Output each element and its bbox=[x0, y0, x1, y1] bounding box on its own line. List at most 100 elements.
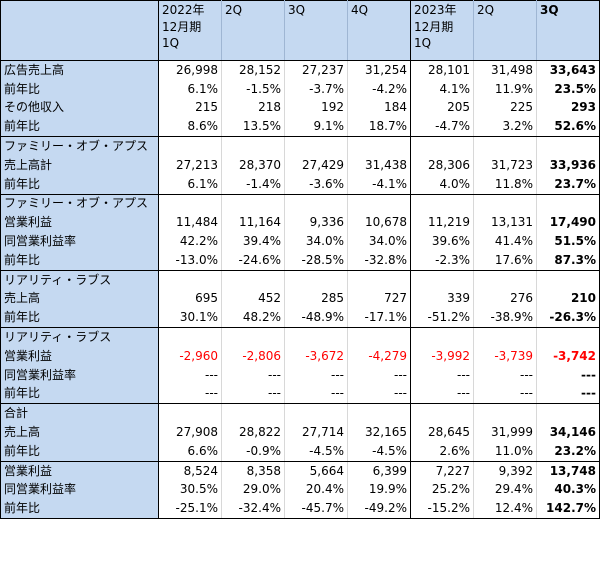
row-label: 同営業利益率 bbox=[0, 365, 159, 385]
table-row: 売上高 27,908 28,822 27,714 32,165 28,645 31,999 3… bbox=[0, 423, 600, 442]
table-row: その他収入 215 218 192 184 205 225 293 bbox=[0, 98, 600, 118]
row-label: 営業利益 bbox=[0, 460, 159, 481]
value-cell: 210 bbox=[536, 289, 600, 309]
table-row: 前年比 --- --- --- --- --- --- --- bbox=[0, 384, 600, 405]
column-header-line: 12月期 bbox=[162, 19, 202, 34]
value-cell: -51.2% bbox=[410, 308, 474, 329]
value-cell: --- bbox=[158, 384, 222, 405]
value-cell: -4.2% bbox=[347, 79, 411, 99]
column-header-line: 1Q bbox=[414, 36, 432, 50]
table-row: リアリティ・ラブス bbox=[0, 327, 600, 347]
value-cell: -3.6% bbox=[284, 174, 348, 195]
value-cell bbox=[284, 136, 348, 156]
value-cell bbox=[284, 403, 348, 424]
value-cell bbox=[284, 327, 348, 347]
value-cell: 13.5% bbox=[221, 117, 285, 138]
value-cell: 4.0% bbox=[410, 174, 474, 195]
column-header-line: 12月期 bbox=[414, 19, 454, 34]
value-cell: 27,908 bbox=[158, 423, 222, 442]
row-label: 合計 bbox=[0, 403, 159, 424]
value-cell bbox=[284, 269, 348, 290]
value-cell: 142.7% bbox=[536, 499, 600, 520]
value-cell bbox=[221, 403, 285, 424]
value-cell: 293 bbox=[536, 98, 600, 118]
value-cell: 8,358 bbox=[221, 460, 285, 481]
value-cell bbox=[158, 327, 222, 347]
value-cell: -4,279 bbox=[347, 346, 411, 366]
financial-table: 2022年 12月期 1Q 2Q 3Q 4Q 2023年 12月期 1Q 2Q 3Q 広告売上高 26… bbox=[0, 0, 600, 520]
value-cell: 39.6% bbox=[410, 232, 474, 251]
value-cell: -4.5% bbox=[347, 441, 411, 462]
column-header: 2Q bbox=[473, 0, 537, 61]
value-cell: 6,399 bbox=[347, 460, 411, 481]
value-cell: 12.4% bbox=[473, 499, 537, 520]
value-cell: 87.3% bbox=[536, 250, 600, 271]
row-label: 前年比 bbox=[0, 499, 159, 520]
row-label: 広告売上高 bbox=[0, 59, 159, 80]
value-cell: --- bbox=[473, 384, 537, 405]
row-label: 同営業利益率 bbox=[0, 480, 159, 500]
value-cell: -3,992 bbox=[410, 346, 474, 366]
value-cell: 215 bbox=[158, 98, 222, 118]
value-cell: 218 bbox=[221, 98, 285, 118]
value-cell: -0.9% bbox=[221, 441, 285, 462]
value-cell bbox=[410, 269, 474, 290]
value-cell: 192 bbox=[284, 98, 348, 118]
table-row: 同営業利益率 30.5% 29.0% 20.4% 19.9% 25.2% 29.4% 40.3… bbox=[0, 480, 600, 500]
value-cell bbox=[410, 403, 474, 424]
value-cell: -1.4% bbox=[221, 174, 285, 195]
value-cell bbox=[158, 193, 222, 214]
table-row: 営業利益 -2,960 -2,806 -3,672 -4,279 -3,992 -3,739… bbox=[0, 346, 600, 366]
value-cell: 28,645 bbox=[410, 423, 474, 442]
value-cell bbox=[536, 403, 600, 424]
value-cell: --- bbox=[410, 365, 474, 385]
value-cell: -4.7% bbox=[410, 117, 474, 138]
value-cell: 27,237 bbox=[284, 59, 348, 80]
value-cell bbox=[473, 403, 537, 424]
value-cell: 11.9% bbox=[473, 79, 537, 99]
value-cell: 25.2% bbox=[410, 480, 474, 500]
value-cell bbox=[158, 269, 222, 290]
value-cell: --- bbox=[347, 384, 411, 405]
value-cell bbox=[347, 403, 411, 424]
value-cell: 23.5% bbox=[536, 79, 600, 99]
value-cell: -49.2% bbox=[347, 499, 411, 520]
value-cell: 31,498 bbox=[473, 59, 537, 80]
column-header-line: 2Q bbox=[477, 3, 495, 17]
value-cell: --- bbox=[536, 384, 600, 405]
value-cell: -26.3% bbox=[536, 308, 600, 329]
table-body: 2022年 12月期 1Q 2Q 3Q 4Q 2023年 12月期 1Q 2Q 3Q 広告売上高 26… bbox=[0, 0, 600, 520]
value-cell: 6.6% bbox=[158, 441, 222, 462]
value-cell: 29.4% bbox=[473, 480, 537, 500]
value-cell: 9,392 bbox=[473, 460, 537, 481]
table-row: 合計 bbox=[0, 403, 600, 424]
row-label: 同営業利益率 bbox=[0, 232, 159, 251]
value-cell bbox=[284, 193, 348, 214]
table-row: ファミリー・オブ・アプス bbox=[0, 193, 600, 214]
row-label: 前年比 bbox=[0, 79, 159, 99]
value-cell: -15.2% bbox=[410, 499, 474, 520]
value-cell bbox=[536, 269, 600, 290]
column-header: 2023年 12月期 1Q bbox=[410, 0, 474, 61]
table-row: 営業利益 8,524 8,358 5,664 6,399 7,227 9,392 13,748 bbox=[0, 460, 600, 481]
value-cell: 34.0% bbox=[347, 232, 411, 251]
row-label: 前年比 bbox=[0, 384, 159, 405]
value-cell bbox=[410, 327, 474, 347]
row-label: 前年比 bbox=[0, 250, 159, 271]
column-header: 3Q bbox=[284, 0, 348, 61]
column-header-line: 4Q bbox=[351, 3, 369, 17]
value-cell: 32,165 bbox=[347, 423, 411, 442]
column-header-line: 1Q bbox=[162, 36, 180, 50]
value-cell: 27,213 bbox=[158, 155, 222, 175]
value-cell: -45.7% bbox=[284, 499, 348, 520]
value-cell: 184 bbox=[347, 98, 411, 118]
value-cell: -3,672 bbox=[284, 346, 348, 366]
value-cell: 3.2% bbox=[473, 117, 537, 138]
table-row: 前年比 8.6% 13.5% 9.1% 18.7% -4.7% 3.2% 52.6% bbox=[0, 117, 600, 138]
value-cell: --- bbox=[221, 384, 285, 405]
value-cell: 28,370 bbox=[221, 155, 285, 175]
value-cell: 29.0% bbox=[221, 480, 285, 500]
value-cell bbox=[536, 193, 600, 214]
value-cell: -3.7% bbox=[284, 79, 348, 99]
value-cell bbox=[158, 403, 222, 424]
